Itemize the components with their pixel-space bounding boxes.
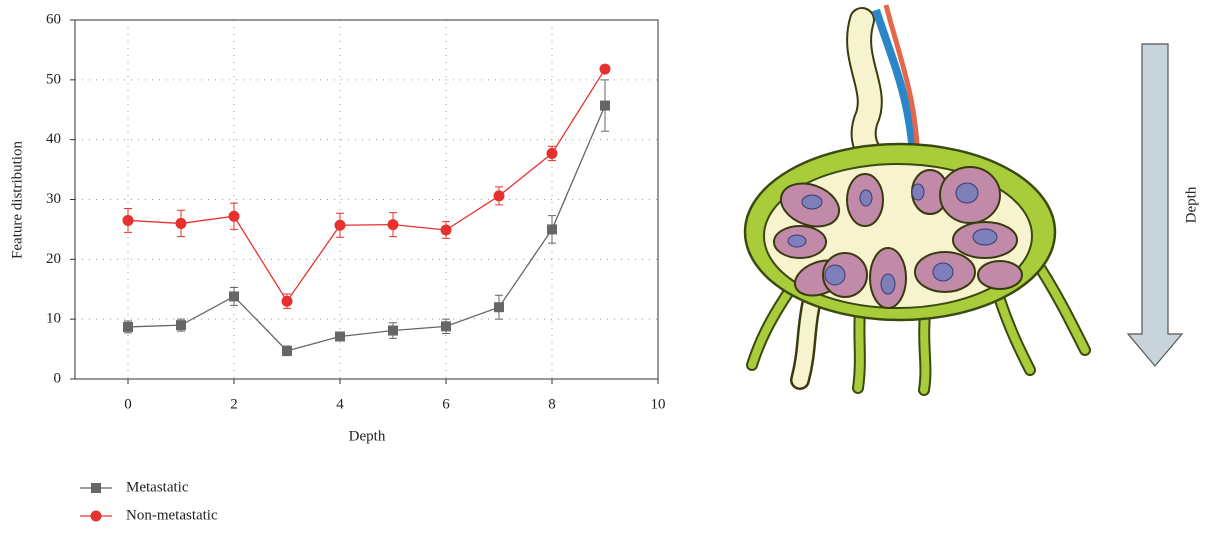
y-tick-label: 30: [46, 191, 61, 207]
legend-marker: [90, 510, 102, 522]
legend-label: Non-metastatic: [126, 507, 218, 523]
x-tick-label: 0: [124, 396, 132, 412]
data-point: [282, 345, 292, 356]
plot-frame: [74, 19, 659, 380]
y-tick-label: 60: [46, 11, 61, 27]
legend-label: Metastatic: [126, 479, 189, 495]
x-tick-label: 8: [548, 396, 556, 412]
data-point: [441, 321, 451, 332]
data-point: [123, 321, 133, 332]
lymph-node-illustration: Depth: [743, 4, 1199, 396]
y-tick-label: 10: [46, 311, 61, 327]
data-point: [388, 325, 398, 336]
data-point: [387, 219, 399, 231]
data-point: [440, 224, 452, 236]
arrow-label: Depth: [1183, 186, 1199, 223]
data-point: [493, 190, 505, 202]
data-point: [335, 331, 345, 342]
data-point: [334, 219, 346, 231]
data-point: [122, 214, 134, 226]
y-axis-label: Feature distribution: [9, 141, 25, 259]
data-point: [229, 291, 239, 302]
data-point: [176, 320, 186, 331]
legend-marker: [91, 483, 101, 493]
x-tick-label: 10: [651, 396, 666, 412]
data-point: [228, 210, 240, 222]
data-point: [494, 302, 504, 313]
y-tick-label: 50: [46, 71, 61, 87]
x-tick-label: 6: [442, 396, 450, 412]
x-tick-label: 2: [230, 396, 238, 412]
x-axis-label: Depth: [349, 428, 386, 444]
data-point: [599, 63, 611, 75]
data-point: [175, 217, 187, 229]
data-point: [281, 295, 293, 307]
series-line: [127, 105, 606, 352]
series-line: [127, 68, 606, 303]
data-point: [600, 100, 610, 111]
y-tick-label: 0: [54, 370, 62, 386]
y-tick-label: 20: [46, 251, 61, 267]
data-point: [547, 224, 557, 235]
x-tick-label: 4: [336, 396, 344, 412]
data-point: [546, 147, 558, 159]
y-tick-label: 40: [46, 131, 61, 147]
